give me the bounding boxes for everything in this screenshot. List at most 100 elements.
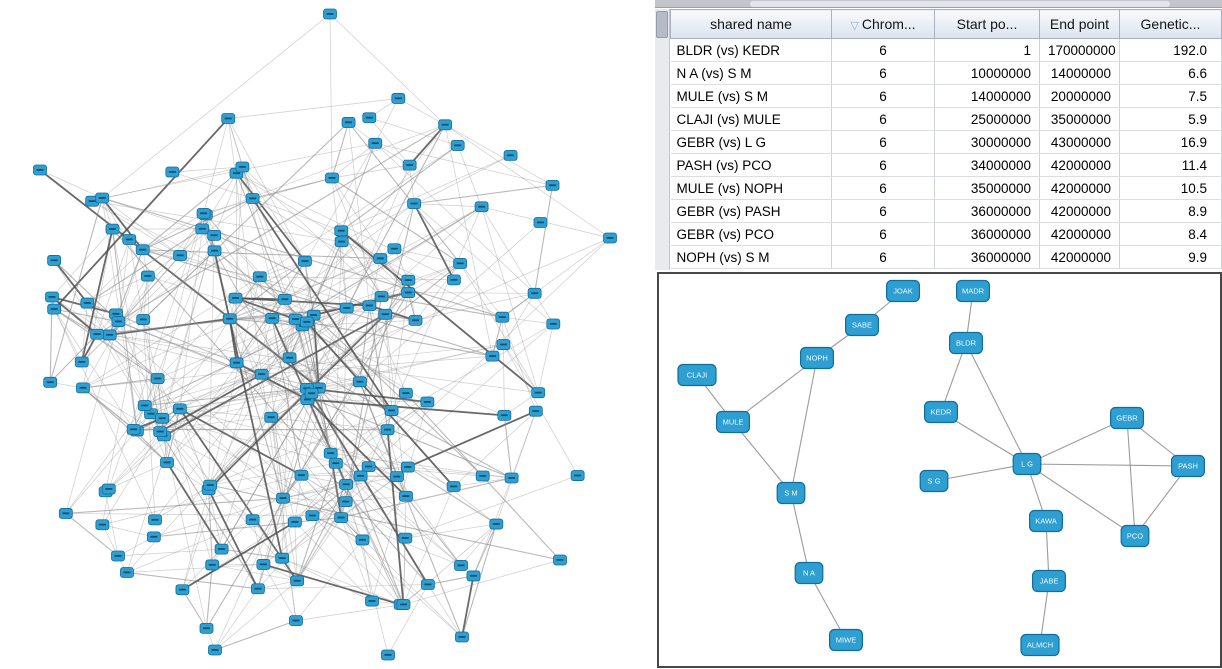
network-edge[interactable] <box>92 166 243 202</box>
network-edge[interactable] <box>331 177 382 297</box>
network-edge[interactable] <box>227 118 263 375</box>
table-row[interactable]: NOPH (vs) S M 6 36000000 42000000 9.9 <box>670 245 1222 269</box>
network-edge[interactable] <box>154 321 308 521</box>
network-edge[interactable] <box>242 166 308 323</box>
table-cell[interactable]: 16.9 <box>1119 130 1222 154</box>
network-edge[interactable] <box>271 318 303 476</box>
network-node[interactable] <box>924 400 959 424</box>
network-edge[interactable] <box>82 299 285 389</box>
network-node[interactable] <box>1110 406 1145 430</box>
network-edge[interactable] <box>414 184 553 205</box>
table-vertical-scrollbar[interactable] <box>655 9 670 270</box>
network-edge[interactable] <box>306 241 342 323</box>
network-edge[interactable] <box>405 475 578 539</box>
network-edge[interactable] <box>210 484 561 561</box>
network-edge[interactable] <box>501 317 537 412</box>
network-edge[interactable] <box>227 118 243 168</box>
table-cell[interactable]: 6 <box>831 107 935 131</box>
network-edge[interactable] <box>368 410 392 467</box>
network-edge[interactable] <box>203 118 229 214</box>
network-edge[interactable] <box>491 317 503 357</box>
network-edge[interactable] <box>201 228 272 418</box>
network-edge[interactable] <box>407 466 497 525</box>
network-edge[interactable] <box>105 325 303 493</box>
network-edge[interactable] <box>407 466 454 487</box>
network-edge[interactable] <box>403 538 406 605</box>
network-edge[interactable] <box>387 584 429 656</box>
network-edge[interactable] <box>87 249 143 304</box>
table-cell[interactable]: 42000000 <box>1039 199 1120 223</box>
network-edge[interactable] <box>144 166 243 406</box>
network-edge[interactable] <box>182 548 222 590</box>
network-edge[interactable] <box>159 235 215 432</box>
network-edge[interactable] <box>209 305 370 486</box>
table-cell[interactable]: NOPH (vs) S M <box>670 245 832 269</box>
network-edge[interactable] <box>105 435 165 493</box>
table-cell[interactable]: 36000000 <box>934 245 1040 269</box>
network-edge[interactable] <box>157 378 213 566</box>
table-cell[interactable]: 8.9 <box>1119 199 1222 223</box>
network-edge[interactable] <box>381 295 503 318</box>
table-cell[interactable]: MULE (vs) NOPH <box>670 176 832 200</box>
network-edge[interactable] <box>408 124 446 166</box>
network-edge[interactable] <box>49 197 103 383</box>
network-edge[interactable] <box>108 462 168 490</box>
network-edge[interactable] <box>96 333 284 499</box>
network-edge[interactable] <box>427 575 474 586</box>
network-edge[interactable] <box>53 308 134 430</box>
network-edge[interactable] <box>301 474 347 485</box>
table-cell[interactable]: 30000000 <box>934 130 1040 154</box>
network-edge[interactable] <box>301 475 363 541</box>
network-edge[interactable] <box>374 98 399 144</box>
table-cell[interactable]: 35000000 <box>1039 107 1120 131</box>
network-edge[interactable] <box>252 198 409 293</box>
table-cell[interactable]: 35000000 <box>934 176 1040 200</box>
network-edge[interactable] <box>270 319 296 418</box>
network-edge[interactable] <box>144 387 307 407</box>
network-edge[interactable] <box>345 203 415 502</box>
network-edge[interactable] <box>405 495 462 566</box>
network-edge[interactable] <box>461 575 475 638</box>
network-edge[interactable] <box>49 333 98 383</box>
network-edge[interactable] <box>235 166 243 299</box>
network-edge[interactable] <box>179 213 204 256</box>
network-edge[interactable] <box>159 296 382 432</box>
table-cell[interactable]: 36000000 <box>934 222 1040 246</box>
network-edge[interactable] <box>109 214 207 336</box>
network-edge[interactable] <box>341 155 511 242</box>
network-edge[interactable] <box>331 122 350 179</box>
table-cell[interactable]: 7.5 <box>1119 84 1222 108</box>
network-edge[interactable] <box>236 362 308 401</box>
network-edge[interactable] <box>379 258 409 293</box>
network-edge[interactable] <box>503 344 539 393</box>
network-edge[interactable] <box>81 235 215 363</box>
network-edge[interactable] <box>179 408 302 477</box>
network-edge[interactable] <box>201 228 273 319</box>
network-edge[interactable] <box>345 501 363 541</box>
network-edge[interactable] <box>229 258 381 320</box>
network-node[interactable] <box>919 469 949 493</box>
network-node[interactable] <box>949 331 984 355</box>
network-edge[interactable] <box>369 305 407 394</box>
column-header[interactable]: Genetic... <box>1119 9 1222 39</box>
network-edge[interactable] <box>236 260 306 364</box>
network-edge[interactable] <box>481 206 535 294</box>
network-edge[interactable] <box>39 169 320 389</box>
network-edge[interactable] <box>732 357 818 423</box>
network-edge[interactable] <box>65 405 146 514</box>
network-edge[interactable] <box>214 588 259 651</box>
network-edge[interactable] <box>459 263 539 393</box>
network-edge[interactable] <box>341 155 511 232</box>
network-edge[interactable] <box>53 308 156 520</box>
network-edge[interactable] <box>444 124 611 239</box>
network-node[interactable] <box>1012 452 1042 476</box>
network-edge[interactable] <box>136 393 312 432</box>
network-edge[interactable] <box>335 230 342 464</box>
network-edge[interactable] <box>503 415 513 479</box>
network-edge[interactable] <box>790 492 810 574</box>
network-edge[interactable] <box>301 475 342 518</box>
network-node[interactable] <box>886 279 921 303</box>
network-edge[interactable] <box>227 118 306 262</box>
table-cell[interactable]: 6 <box>831 61 935 85</box>
network-edge[interactable] <box>330 323 554 454</box>
